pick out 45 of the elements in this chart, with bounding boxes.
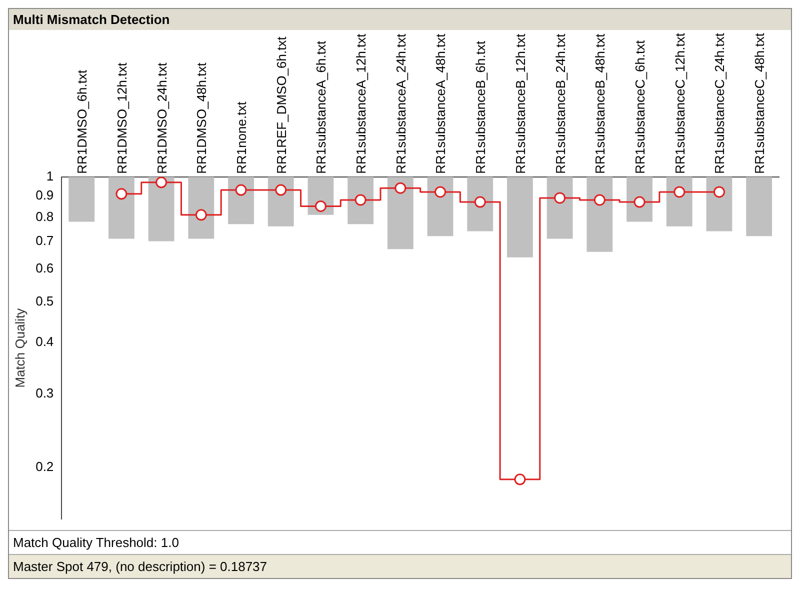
y-tick-label: 0.3 [36,386,54,401]
x-tick-label: RR1substanceC_48h.txt [752,32,768,174]
chart-title: Multi Mismatch Detection [9,9,791,30]
y-tick-label: 0.8 [36,208,54,224]
text: Master Spot 479, (no description) = 0.18737 [9,554,791,578]
point [434,186,446,198]
x-tick-label: RR1substanceA_24h.txt [393,33,408,174]
point [314,200,326,212]
y-tick-label: 0.7 [36,232,54,248]
y-tick-label: 0.9 [36,188,54,202]
point [156,176,168,188]
point [713,186,725,198]
x-tick-label: RR1substanceB_6h.txt [473,40,488,174]
point [554,192,566,204]
x-tick-label: RR1substanceA_48h.txt [433,33,448,174]
x-tick-label: RR1substanceB_12h.txt [512,33,528,174]
x-tick-label: RR1DMSO_48h.txt [194,62,210,174]
y-tick-label: 1 [46,168,54,184]
y-tick-label: 0.5 [36,294,54,309]
y-tick-label: 0.2 [36,458,54,474]
x-tick-label: RR1DMSO_12h.txt [114,62,130,174]
point [116,188,128,200]
point [195,209,207,221]
point [674,186,686,198]
x-tick-label: RR1substanceC_6h.txt [632,40,648,174]
point [394,182,406,194]
y-tick-label: 0.4 [36,334,54,349]
point [474,196,486,208]
x-tick-label: RR1substanceB_24h.txt [552,33,568,174]
x-tick-label: RR1REF_DMSO_6h.txt [274,36,289,174]
x-tick-label: RR1DMSO_24h.txt [154,62,170,174]
x-tick-label: RR1substanceB_48h.txt [592,33,608,174]
point [235,184,247,196]
y-axis-title: Match Quality [12,308,28,388]
point [275,184,287,196]
y-tick-label: 0.6 [36,260,54,276]
x-tick-label: RR1substanceA_12h.txt [354,33,369,174]
x-tick-label: RR1DMSO_6h.txt [74,69,90,174]
x-tick-label: RR1none.txt [234,101,249,174]
point [594,194,606,206]
x-tick-label: RR1substanceC_12h.txt [672,32,688,174]
x-tick-label: RR1substanceC_24h.txt [712,32,728,174]
point [514,474,526,486]
text: Match Quality Threshold: 1.0 [9,530,791,554]
x-tick-label: RR1substanceA_6h.txt [314,40,329,174]
